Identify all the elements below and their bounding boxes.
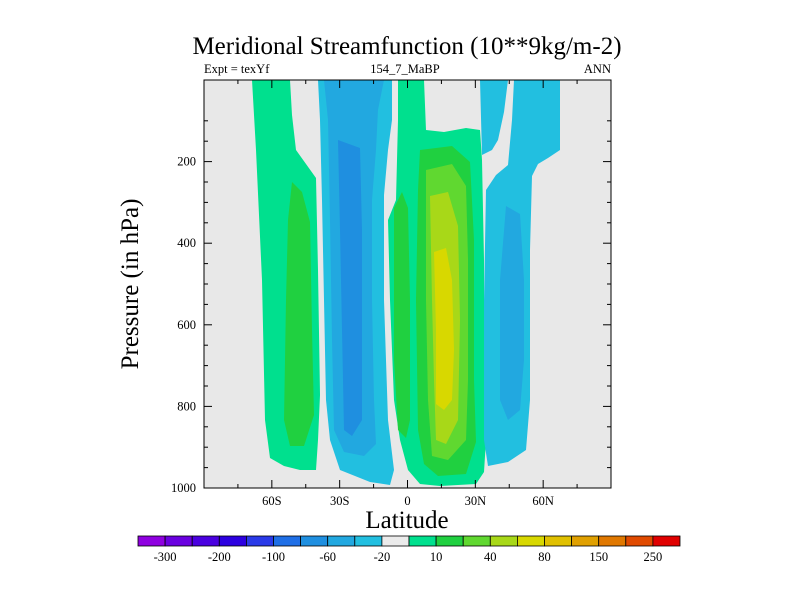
y-tick-label: 800 bbox=[177, 399, 196, 413]
colorbar-swatch bbox=[300, 535, 329, 547]
colorbar-labels: -300 -200 -100 -60 -20 10 40 80 150 250 bbox=[154, 550, 663, 564]
colorbar-label: -100 bbox=[262, 550, 285, 564]
band-eq-core bbox=[434, 248, 454, 410]
colorbar-swatch bbox=[273, 535, 302, 547]
colorbar-swatch bbox=[354, 535, 383, 547]
colorbar-swatch bbox=[218, 535, 247, 547]
case-label: 154_7_MaBP bbox=[370, 62, 440, 76]
colorbar-swatch bbox=[435, 535, 464, 547]
colorbar-swatch bbox=[625, 535, 654, 547]
season-label: ANN bbox=[584, 62, 611, 76]
colorbar-label: 150 bbox=[589, 550, 608, 564]
colorbar-swatch bbox=[598, 535, 627, 547]
colorbar-swatch bbox=[652, 535, 681, 547]
colorbar-swatch bbox=[408, 535, 437, 547]
colorbar-label: 250 bbox=[644, 550, 663, 564]
x-tick-label: 60S bbox=[262, 494, 282, 508]
colorbar-swatch bbox=[245, 535, 274, 547]
y-tick-label: 200 bbox=[177, 155, 196, 169]
x-tick-label: 30S bbox=[330, 494, 350, 508]
colorbar-label: -60 bbox=[319, 550, 336, 564]
chart-title: Meridional Streamfunction (10**9kg/m-2) bbox=[192, 33, 621, 60]
y-tick-label: 600 bbox=[177, 318, 196, 332]
colorbar bbox=[137, 535, 681, 547]
colorbar-swatch bbox=[489, 535, 518, 547]
colorbar-swatch bbox=[571, 535, 600, 547]
y-tick-labels: 200 400 600 800 1000 bbox=[171, 155, 196, 495]
colorbar-label: -200 bbox=[208, 550, 231, 564]
colorbar-label: 80 bbox=[538, 550, 551, 564]
colorbar-swatch bbox=[517, 535, 545, 547]
colorbar-swatch bbox=[164, 535, 193, 547]
x-tick-label: 30N bbox=[465, 494, 487, 508]
colorbar-swatch bbox=[191, 535, 220, 547]
colorbar-label: -300 bbox=[154, 550, 177, 564]
x-axis-label: Latitude bbox=[365, 507, 448, 534]
expt-label: Expt = texYf bbox=[204, 62, 270, 76]
colorbar-label: -20 bbox=[374, 550, 391, 564]
x-tick-label: 0 bbox=[404, 494, 410, 508]
x-tick-label: 60N bbox=[532, 494, 554, 508]
colorbar-label: 10 bbox=[430, 550, 443, 564]
colorbar-swatch bbox=[381, 535, 410, 547]
tick-marks bbox=[203, 80, 612, 489]
band-nh-blue bbox=[500, 206, 524, 420]
y-tick-label: 1000 bbox=[171, 481, 196, 495]
colorbar-swatch bbox=[544, 535, 573, 547]
y-tick-label: 400 bbox=[177, 236, 196, 250]
colorbar-swatch bbox=[137, 535, 166, 547]
colorbar-swatch bbox=[327, 535, 356, 547]
band-sh-blue-inner bbox=[338, 140, 362, 436]
field-shapes bbox=[252, 80, 560, 486]
x-tick-labels: 60S 30S 0 30N 60N bbox=[262, 494, 554, 508]
plot-area: 60S 30S 0 30N 60N 200 400 600 800 1000 bbox=[171, 79, 612, 508]
y-axis-label: Pressure (in hPa) bbox=[117, 199, 144, 370]
band-sh-green-inner bbox=[284, 182, 314, 446]
colorbar-label: 40 bbox=[484, 550, 497, 564]
colorbar-swatch bbox=[462, 535, 491, 547]
